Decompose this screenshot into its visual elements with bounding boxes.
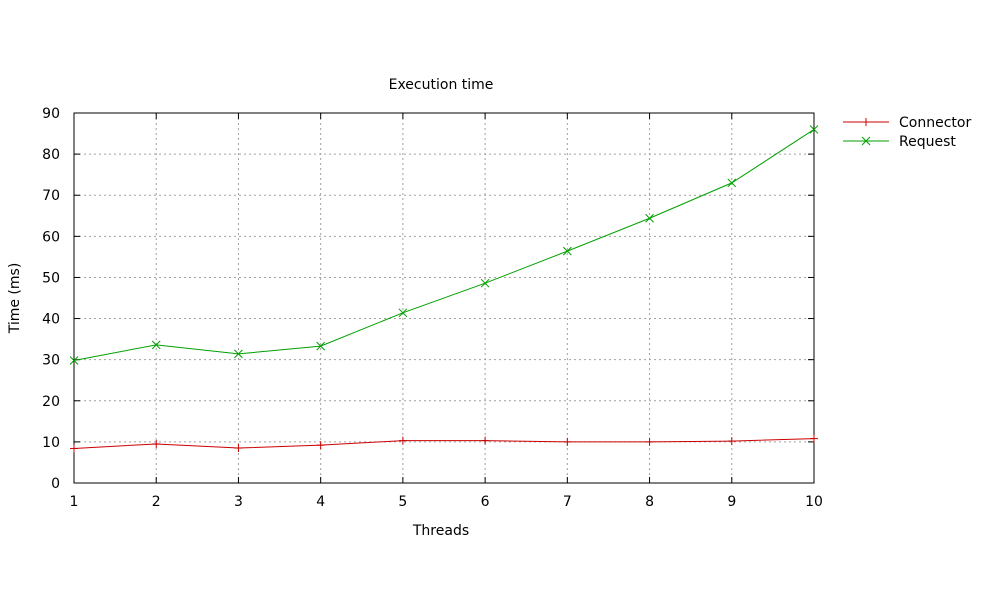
y-tick-label: 80 [42,147,60,163]
y-tick-label: 90 [42,106,60,122]
data-point-request [398,308,408,318]
y-tick-label: 40 [42,312,60,328]
data-point-request [234,349,243,359]
x-tick-label: 7 [563,494,572,510]
y-tick-label: 70 [42,188,60,204]
data-point-connector [810,434,818,443]
y-tick-label: 0 [51,476,60,492]
x-tick-label: 3 [234,494,243,510]
legend-label-request: Request [899,134,956,150]
data-point-connector [152,439,161,448]
y-tick-label: 60 [42,229,60,245]
data-point-request [645,213,654,223]
gridlines [74,113,814,483]
plot-area [73,112,815,484]
data-point-connector [563,437,572,446]
data-point-request [727,178,737,188]
legend-label-connector: Connector [899,115,971,131]
legend-marker-connector [862,118,870,126]
series-layer [69,125,819,453]
data-point-connector [70,444,78,453]
data-point-request [69,356,79,365]
x-tick-label: 6 [481,494,490,510]
y-tick-label: 50 [42,270,60,286]
x-axis-title: Threads [412,523,469,539]
data-point-connector [316,441,325,450]
x-tick-label: 1 [70,494,79,510]
chart-title: Execution time [389,77,494,93]
x-tick-label: 4 [316,494,325,510]
data-point-request [151,340,161,350]
data-point-connector [481,436,490,445]
data-point-connector [645,437,654,446]
data-point-connector [727,437,736,446]
data-point-request [562,246,572,256]
y-tick-label: 10 [42,435,60,451]
x-tick-label: 9 [727,494,736,510]
y-tick-label: 30 [42,353,60,369]
x-tick-label: 10 [805,494,823,510]
y-axis-title: Time (ms) [7,263,23,335]
x-tick-label: 5 [398,494,407,510]
y-tick-label: 20 [42,394,60,410]
x-tick-label: 8 [645,494,654,510]
data-point-request [809,125,819,134]
data-point-connector [234,444,243,453]
data-point-connector [398,436,407,445]
series-line-request [73,129,815,361]
axis-ticks: 1 2 3 4 5 6 7 8 9 10 0 10 20 30 40 50 60 70 80 90 [42,106,823,510]
data-point-request [480,278,490,288]
series-line-connector [73,438,815,449]
data-point-request [316,341,326,351]
legend: Connector Request [843,115,971,150]
legend-marker-request [861,136,871,146]
x-tick-label: 2 [152,494,161,510]
